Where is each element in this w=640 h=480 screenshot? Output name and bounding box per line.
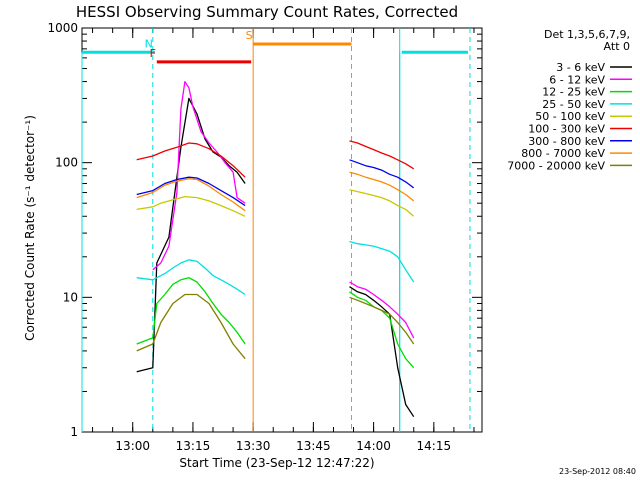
timestamp: 23-Sep-2012 08:40 bbox=[559, 467, 636, 476]
series-line bbox=[349, 240, 415, 283]
flag-label: S bbox=[246, 29, 253, 42]
series-line bbox=[349, 189, 415, 217]
x-tick-label: 13:00 bbox=[115, 439, 150, 453]
series-line bbox=[349, 159, 415, 189]
legend-entry-label: 50 - 100 keV bbox=[535, 110, 605, 123]
legend-entry-label: 6 - 12 keV bbox=[549, 73, 605, 86]
legend-entry-label: 800 - 7000 keV bbox=[521, 147, 605, 160]
legend-entry-label: 3 - 6 keV bbox=[556, 61, 605, 74]
x-tick-label: 13:45 bbox=[296, 439, 331, 453]
y-axis-label: Corrected Count Rate (s⁻¹ detector⁻¹) bbox=[23, 115, 37, 341]
series-line bbox=[349, 140, 415, 170]
series-line bbox=[136, 142, 246, 178]
legend-entry-label: 300 - 800 keV bbox=[528, 135, 605, 148]
legend-entry-label: 12 - 25 keV bbox=[542, 86, 605, 99]
series-line bbox=[349, 296, 415, 345]
x-tick-label: 13:15 bbox=[176, 439, 211, 453]
legend-entry-label: 25 - 50 keV bbox=[542, 98, 605, 111]
x-tick-label: 13:30 bbox=[236, 439, 271, 453]
legend-entry-label: 100 - 300 keV bbox=[528, 123, 605, 136]
series-line bbox=[349, 286, 415, 418]
flag-label: N bbox=[145, 37, 153, 50]
series-line bbox=[136, 176, 246, 207]
series-line bbox=[136, 195, 246, 217]
flag-label: F bbox=[150, 47, 156, 60]
y-tick-label: 1 bbox=[70, 425, 78, 439]
legend-header-line2: Att 0 bbox=[604, 40, 630, 53]
chart-title: HESSI Observing Summary Count Rates, Cor… bbox=[76, 3, 458, 21]
x-axis-label: Start Time (23-Sep-12 12:47:22) bbox=[179, 456, 374, 470]
series-line bbox=[349, 281, 415, 339]
series-line bbox=[349, 171, 415, 202]
x-tick-label: 14:15 bbox=[417, 439, 452, 453]
series-line bbox=[152, 80, 246, 271]
x-tick-label: 14:00 bbox=[356, 439, 391, 453]
series-line bbox=[136, 259, 246, 296]
y-tick-label: 100 bbox=[55, 156, 78, 170]
legend-entry-label: 7000 - 20000 keV bbox=[507, 159, 605, 172]
plot-area: 1 10 100 1000 13:00 13:15 13:30 13:45 14:00 14:15… bbox=[47, 21, 483, 453]
series-line bbox=[136, 97, 246, 373]
series-line bbox=[136, 277, 246, 345]
y-tick-label: 1000 bbox=[47, 21, 78, 35]
series-line bbox=[136, 178, 246, 212]
y-tick-label: 10 bbox=[63, 290, 78, 304]
series-line bbox=[136, 293, 246, 360]
plot-frame bbox=[81, 27, 483, 433]
legend-header-line1: Det 1,3,5,6,7,9, bbox=[544, 28, 630, 41]
